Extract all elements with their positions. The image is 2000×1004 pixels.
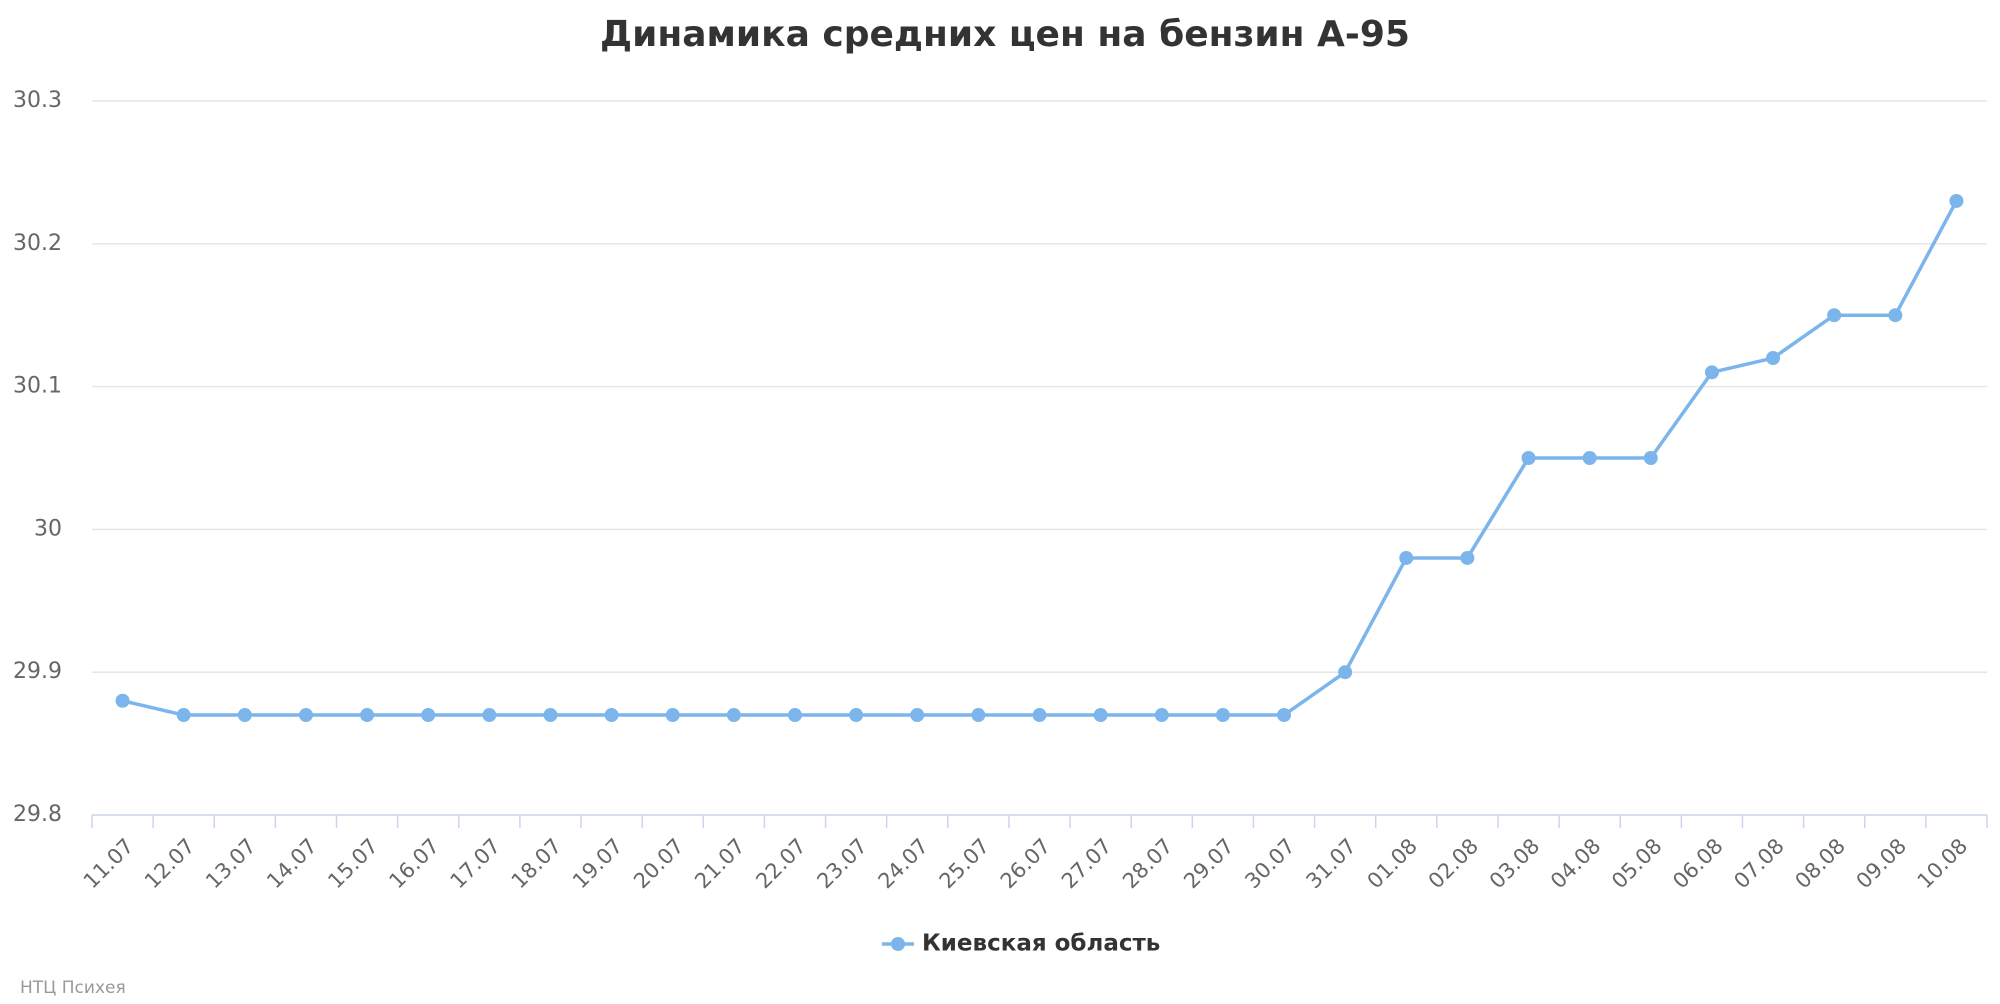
x-tick-label: 14.07: [262, 834, 321, 893]
point: [665, 708, 680, 723]
point: [298, 708, 313, 723]
point: [1949, 193, 1964, 208]
x-tick-label: 09.08: [1852, 834, 1911, 893]
x-tick-label: 29.07: [1179, 834, 1238, 893]
y-tick-label: 29.8: [13, 802, 62, 827]
point: [1704, 365, 1719, 380]
point: [237, 708, 252, 723]
point: [1338, 665, 1353, 680]
x-tick-label: 15.07: [323, 834, 382, 893]
point: [1093, 708, 1108, 723]
point: [176, 708, 191, 723]
x-tick-label: 18.07: [507, 834, 566, 893]
x-tick-label: 11.07: [79, 834, 138, 893]
x-tick-label: 27.07: [1057, 834, 1116, 893]
x-tick-label: 13.07: [201, 834, 260, 893]
x-tick-label: 06.08: [1668, 834, 1727, 893]
x-tick-label: 16.07: [385, 834, 444, 893]
point: [910, 708, 925, 723]
point: [1154, 708, 1169, 723]
x-tick-label: 30.07: [1240, 834, 1299, 893]
point: [1277, 708, 1292, 723]
x-tick-label: 25.07: [935, 834, 994, 893]
credits: НТЦ Психея: [20, 978, 126, 998]
point: [604, 708, 619, 723]
point: [726, 708, 741, 723]
x-tick-label: 05.08: [1607, 834, 1666, 893]
point: [1766, 351, 1781, 366]
point: [849, 708, 864, 723]
y-tick-label: 30: [34, 516, 62, 541]
point: [1032, 708, 1047, 723]
y-tick-label: 30.1: [13, 374, 62, 399]
legend-symbol: [891, 937, 905, 951]
x-tick-label: 08.08: [1790, 834, 1849, 893]
point: [360, 708, 375, 723]
point: [1827, 308, 1842, 323]
x-tick-label: 23.07: [812, 834, 871, 893]
point: [787, 708, 802, 723]
point: [1521, 451, 1536, 465]
y-tick-label: 29.9: [13, 659, 62, 684]
x-tick-label: 20.07: [629, 834, 688, 893]
point: [115, 693, 130, 708]
x-tick-label: 07.08: [1729, 834, 1788, 893]
point: [1643, 451, 1658, 465]
point: [971, 708, 986, 723]
point: [543, 708, 558, 723]
point: [1460, 550, 1475, 565]
x-tick-label: 26.07: [996, 834, 1055, 893]
y-tick-label: 30.3: [13, 88, 62, 113]
point: [1399, 550, 1414, 565]
x-tick-label: 04.08: [1546, 834, 1605, 893]
x-tick-label: 03.08: [1485, 834, 1544, 893]
x-tick-label: 19.07: [568, 834, 627, 893]
series-line: [122, 200, 1958, 717]
x-tick-label: 02.08: [1424, 834, 1483, 893]
x-tick-label: 24.07: [874, 834, 933, 893]
x-tick-label: 28.07: [1118, 834, 1177, 893]
chart-title: Динамика средних цен на бензин А-95: [600, 14, 1410, 55]
point: [482, 708, 497, 723]
x-tick-label: 21.07: [690, 834, 749, 893]
y-tick-label: 30.2: [13, 231, 62, 256]
point: [421, 708, 436, 723]
point: [1215, 708, 1230, 723]
x-tick-label: 01.08: [1363, 834, 1422, 893]
x-tick-label: 22.07: [751, 834, 810, 893]
x-tick-label: 12.07: [140, 834, 199, 893]
x-tick-label: 10.08: [1913, 834, 1972, 893]
point: [1582, 451, 1597, 465]
point: [1888, 308, 1903, 323]
legend-label: Киевская область: [922, 931, 1160, 957]
x-tick-label: 31.07: [1301, 834, 1360, 893]
x-tick-label: 17.07: [446, 834, 505, 893]
